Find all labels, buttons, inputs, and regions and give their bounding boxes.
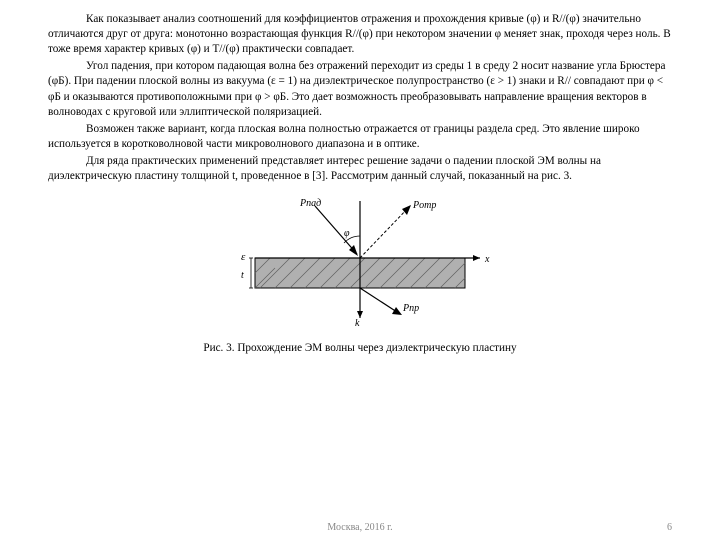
- label-potr: Pотр: [412, 200, 436, 211]
- label-ppr: Pпр: [402, 303, 419, 314]
- footer-location: Москва, 2016 г.: [0, 522, 720, 533]
- para-1: Как показывает анализ соотношений для ко…: [48, 12, 672, 57]
- para-2: Угол падения, при котором падающая волна…: [48, 59, 672, 119]
- label-ppad: Pпад: [299, 198, 321, 209]
- figure-diagram: x k Pпад Pотр Pпр φ ε: [225, 196, 495, 326]
- label-phi: φ: [344, 228, 350, 239]
- para-3: Возможен также вариант, когда плоская во…: [48, 122, 672, 152]
- figure-caption: Рис. 3. Прохождение ЭМ волны через диэле…: [48, 341, 672, 356]
- label-k: k: [355, 318, 360, 326]
- label-eps: ε: [241, 251, 246, 263]
- label-x: x: [484, 254, 490, 265]
- label-t: t: [241, 270, 244, 281]
- page-number: 6: [667, 522, 672, 533]
- figure-3: x k Pпад Pотр Pпр φ ε: [48, 196, 672, 356]
- para-4: Для ряда практических применений предста…: [48, 154, 672, 184]
- page-body: Как показывает анализ соотношений для ко…: [0, 0, 720, 356]
